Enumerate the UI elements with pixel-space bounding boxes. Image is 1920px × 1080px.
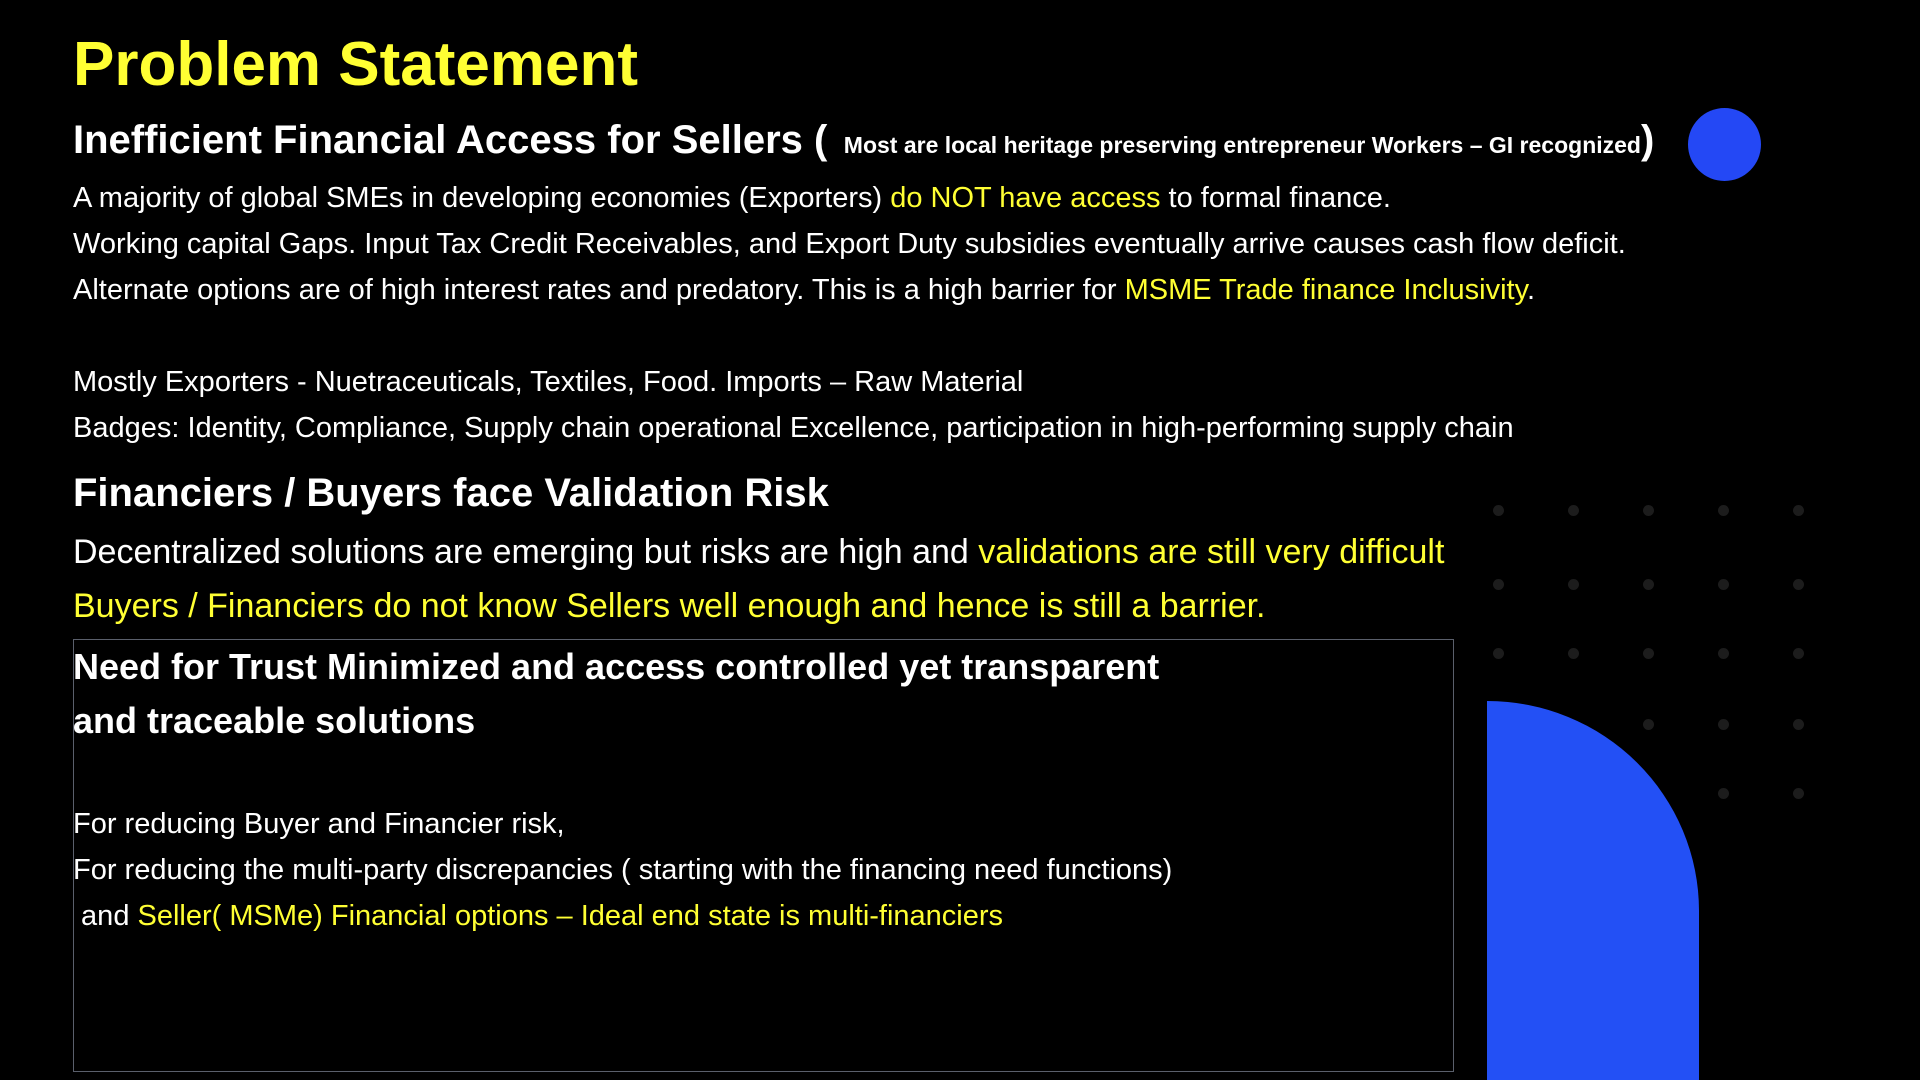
line3-text: Alternate options are of high interest r… <box>73 274 1125 306</box>
section1-heading-row: Inefficient Financial Access for Sellers… <box>73 116 1654 164</box>
slide-title: Problem Statement <box>73 30 639 99</box>
section1-heading-note: Most are local heritage preserving entre… <box>843 132 1641 158</box>
section2-line1: Decentralized solutions are emerging but… <box>73 525 1444 579</box>
section1-line2: Working capital Gaps. Input Tax Credit R… <box>73 228 1626 260</box>
box-heading-line1: Need for Trust Minimized and access cont… <box>73 646 1160 687</box>
section2-line2: Buyers / Financiers do not know Sellers … <box>73 587 1266 625</box>
section1-line4: Mostly Exporters - Nuetraceuticals, Text… <box>73 366 1024 398</box>
line3-highlight: MSME Trade finance Inclusivity <box>1124 274 1527 306</box>
section1-heading-close: ) <box>1640 118 1655 162</box>
box-line3-text: and <box>73 900 138 932</box>
section1-line5: Badges: Identity, Compliance, Supply cha… <box>73 412 1514 444</box>
section2-line1-text: Decentralized solutions are emerging but… <box>73 533 979 571</box>
section1-line3: Alternate options are of high interest r… <box>73 267 1535 313</box>
box-heading-line2: and traceable solutions <box>73 700 476 741</box>
section1-line1: A majority of global SMEs in developing … <box>73 175 1391 221</box>
box-line2: For reducing the multi-party discrepanci… <box>73 854 1173 886</box>
box-line1: For reducing Buyer and Financier risk, <box>73 808 565 840</box>
line3-text-end: . <box>1526 274 1536 306</box>
decorative-blue-shape <box>1487 701 1699 1080</box>
box-line3-highlight: Seller( MSMe) Financial options – Ideal … <box>137 900 1004 932</box>
line1-text: A majority of global SMEs in developing … <box>73 182 891 214</box>
section2-line1-highlight: validations are still very difficult <box>978 533 1445 571</box>
line1-highlight: do NOT have access <box>890 182 1161 214</box>
section2-heading: Financiers / Buyers face Validation Risk <box>73 471 829 515</box>
section1-heading: Inefficient Financial Access for Sellers… <box>73 118 828 162</box>
line1-text-end: to formal finance. <box>1160 182 1391 214</box>
solution-box <box>73 639 1454 1072</box>
box-line3: and Seller( MSMe) Financial options – Id… <box>73 893 1003 939</box>
decorative-blue-circle <box>1688 108 1761 181</box>
